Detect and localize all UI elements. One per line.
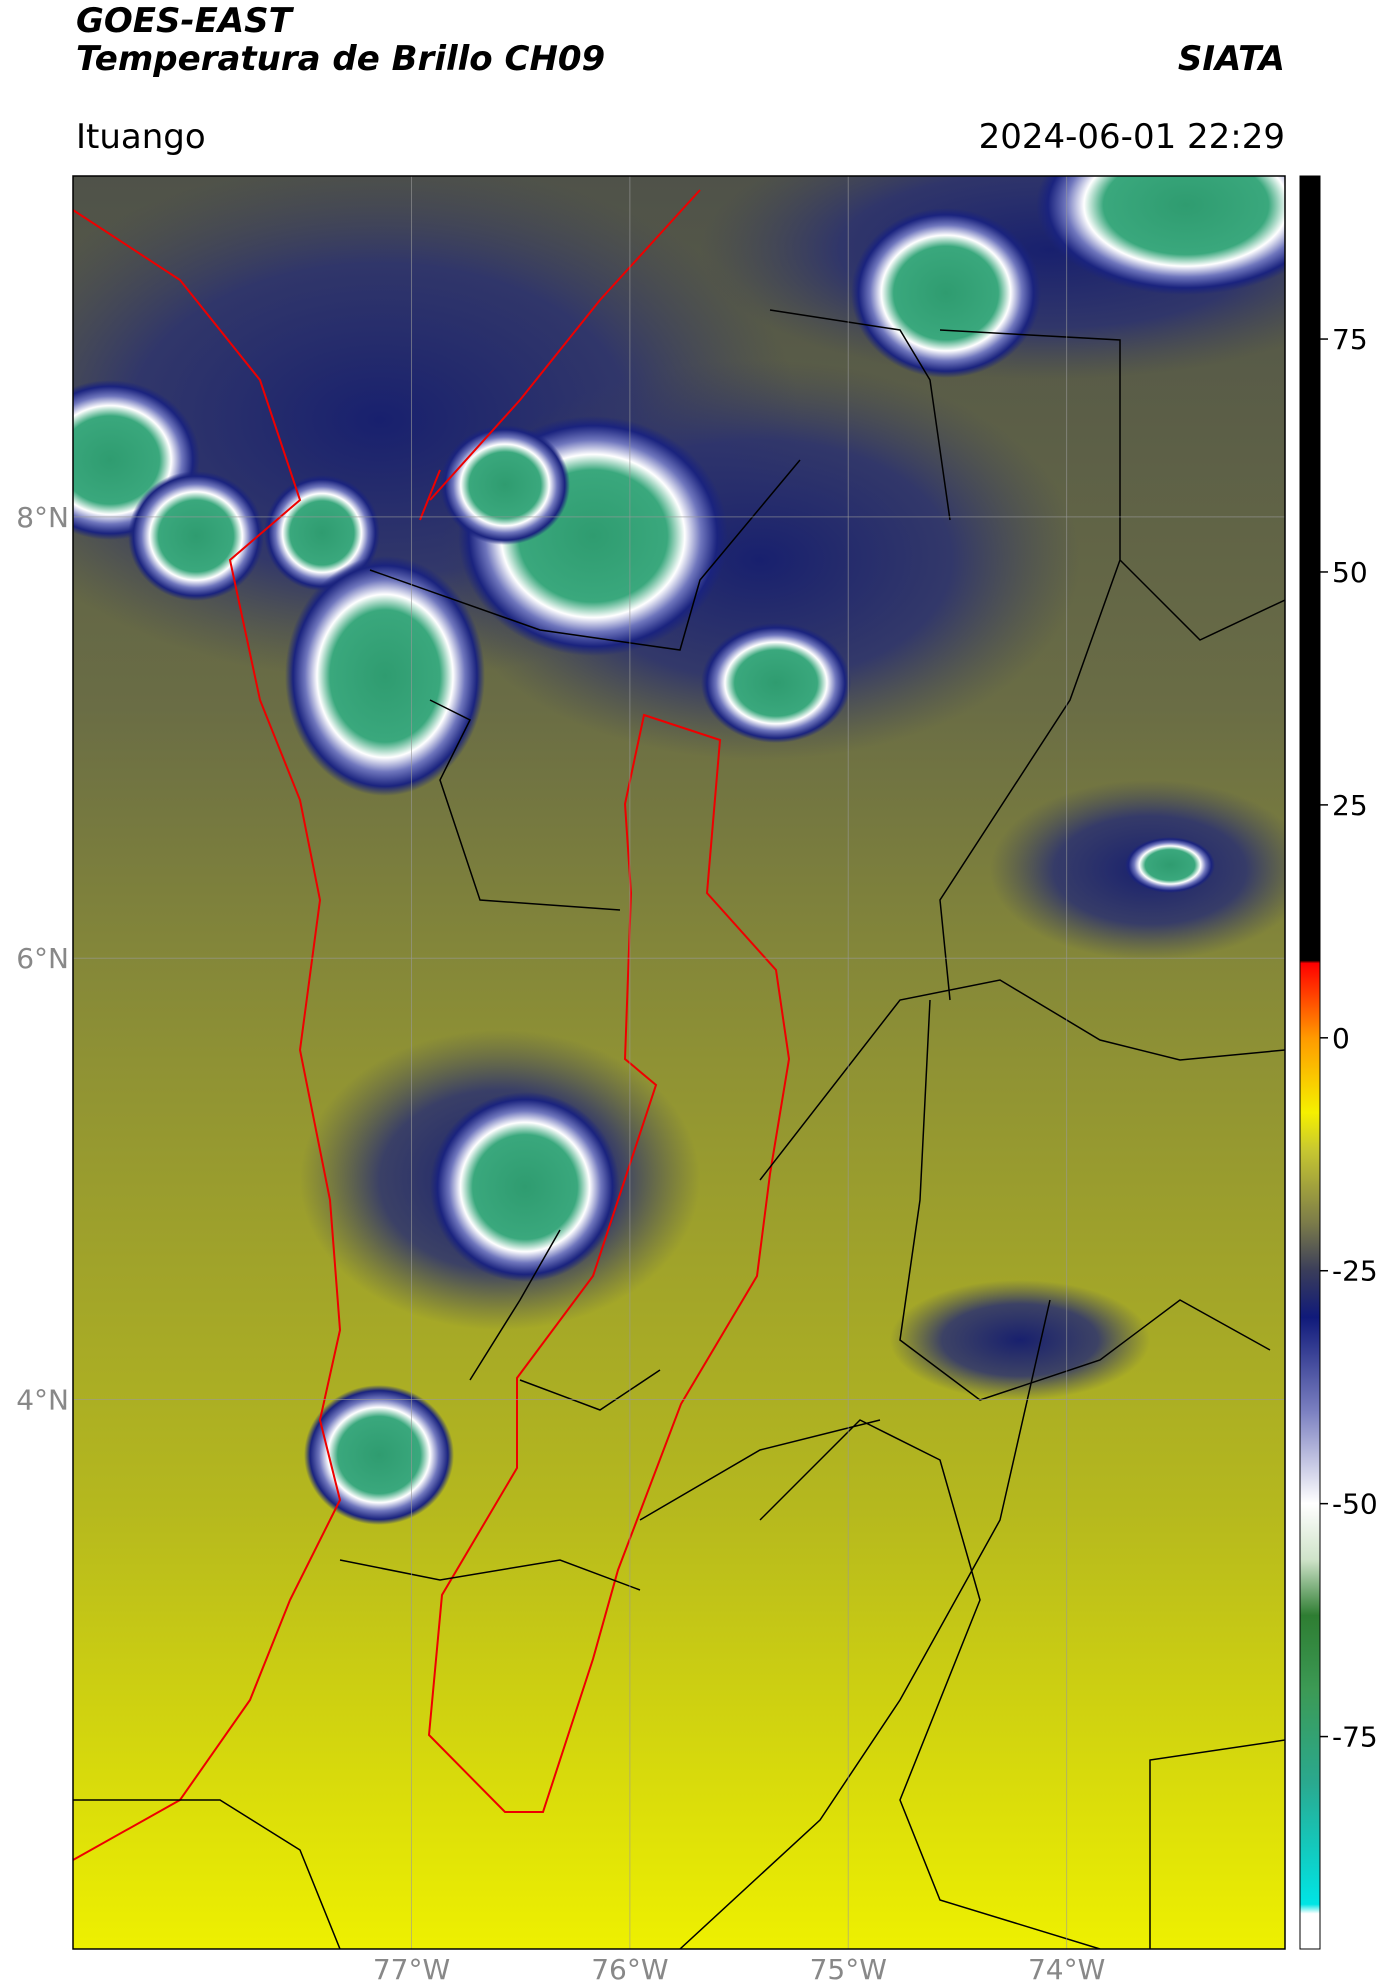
colorbar-tick-label: 0 bbox=[1332, 1022, 1350, 1055]
lat-tick-label: 4°N bbox=[16, 1384, 69, 1417]
storm bbox=[304, 1385, 454, 1525]
datetime: 2024-06-01 22:29 bbox=[979, 117, 1285, 157]
colorbar-tick-label: 25 bbox=[1332, 789, 1368, 822]
storm bbox=[285, 556, 485, 796]
storm bbox=[128, 471, 264, 601]
storm bbox=[264, 475, 380, 591]
storm bbox=[851, 208, 1041, 378]
org: SIATA bbox=[1178, 39, 1285, 79]
subtitle: Temperatura de Brillo CH09 bbox=[76, 39, 605, 79]
lon-tick-label: 76°W bbox=[591, 1953, 668, 1981]
coastline bbox=[73, 189, 701, 1861]
location: Ituango bbox=[76, 117, 206, 157]
department-border bbox=[427, 713, 791, 1813]
colorbar-tick-label: -75 bbox=[1332, 1721, 1378, 1754]
title: GOES-EAST bbox=[76, 1, 295, 41]
colorbar-tick-label: 75 bbox=[1332, 323, 1368, 356]
lon-tick-label: 77°W bbox=[373, 1953, 450, 1981]
storm bbox=[701, 623, 851, 743]
map-image bbox=[73, 176, 1285, 1949]
graticule bbox=[73, 176, 1285, 1949]
storm bbox=[1125, 837, 1215, 893]
colorbar-tick-label: -25 bbox=[1332, 1255, 1378, 1288]
lon-tick-label: 75°W bbox=[810, 1953, 887, 1981]
lat-tick-label: 6°N bbox=[16, 942, 69, 975]
storm bbox=[1036, 176, 1285, 295]
colorbar bbox=[1300, 176, 1320, 1949]
colorbar-tick-label: -50 bbox=[1332, 1488, 1378, 1521]
colorbar-frame bbox=[1299, 175, 1321, 1950]
storm bbox=[440, 425, 570, 545]
map-frame bbox=[72, 175, 1286, 1950]
storm bbox=[430, 1092, 620, 1282]
lat-tick-label: 8°N bbox=[16, 501, 69, 534]
lon-tick-label: 74°W bbox=[1028, 1953, 1105, 1981]
colorbar-tick-label: 50 bbox=[1332, 556, 1368, 589]
cloud bbox=[890, 1280, 1150, 1400]
